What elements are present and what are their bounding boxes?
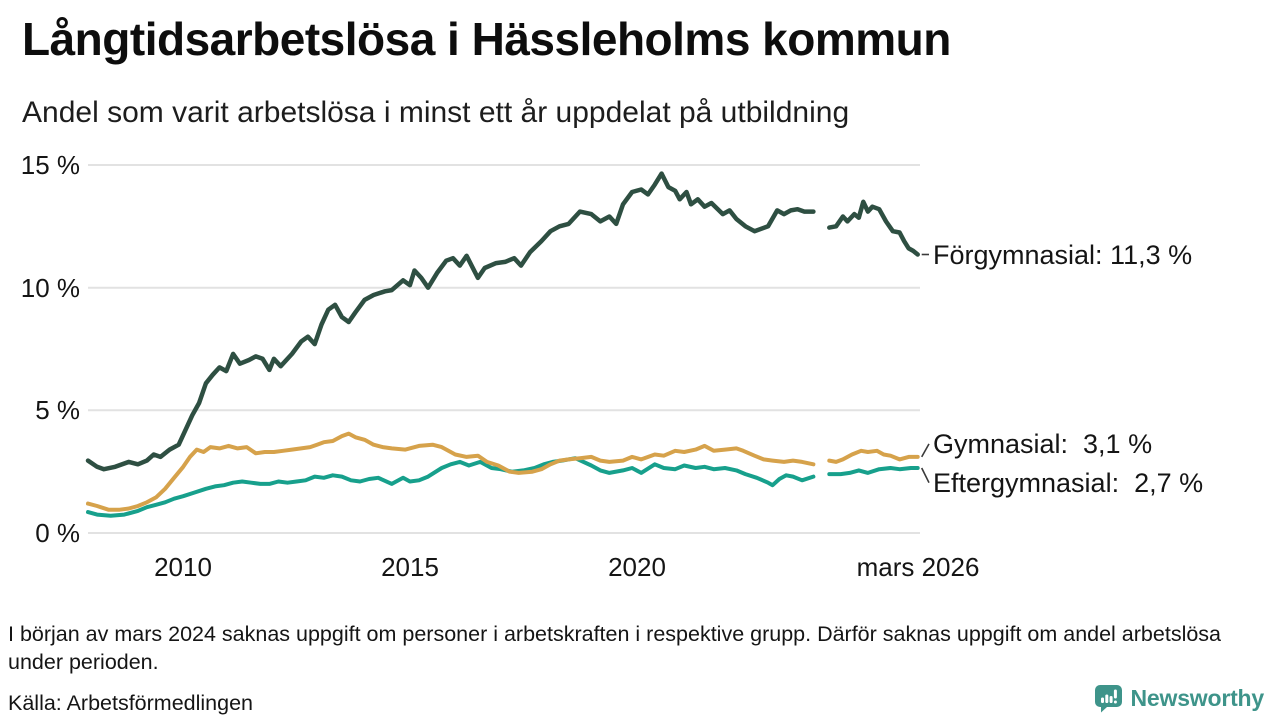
source-credit: Källa: Arbetsförmedlingen [8,691,254,715]
y-tick-label: 0 % [35,518,80,548]
line-förgymnasial [85,171,816,472]
y-tick-label: 5 % [35,395,80,426]
x-tick-label: 2010 [154,552,212,582]
y-tick-label: 15 % [20,150,80,180]
label-connector [921,443,930,458]
label-connector [920,467,930,484]
series-end-label-förgymnasial: Förgymnasial: 11,3 % [933,239,1193,270]
line-gymnasial [827,448,920,464]
newsworthy-bubble-chart-icon [1094,685,1122,713]
line-eftergymnasial [86,456,816,518]
series-end-label-gymnasial: Gymnasial: 3,1 % [933,428,1153,459]
chart-subtitle: Andel som varit arbetslösa i minst ett å… [22,96,850,129]
line-eftergymnasial [827,466,920,477]
chart-footnote: I början av mars 2024 saknas uppgift om … [8,622,1222,674]
line-gymnasial [86,431,816,512]
newsworthy-logo: Newsworthy [1094,684,1264,713]
x-tick-label: mars 2026 [856,552,980,582]
x-tick-label: 2015 [381,552,439,582]
page-title: Långtidsarbetslösa i Hässleholms kommun [22,13,951,65]
y-tick-label: 10 % [20,272,80,303]
newsworthy-logo-text: Newsworthy [1130,685,1265,711]
series-end-label-eftergymnasial: Eftergymnasial: 2,7 % [933,467,1204,498]
line-förgymnasial [827,199,920,257]
x-tick-label: 2020 [608,552,666,582]
